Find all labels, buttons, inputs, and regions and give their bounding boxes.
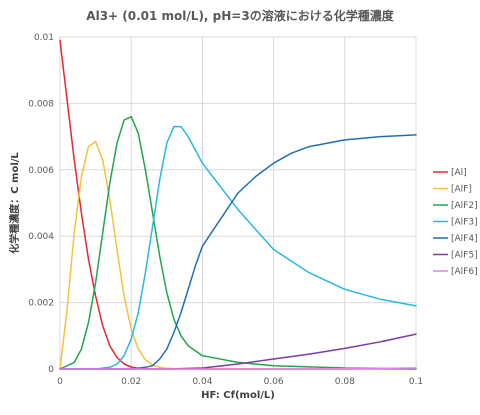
y-tick-label: 0.008: [28, 99, 54, 109]
y-tick-label: 0: [48, 365, 54, 375]
x-tick-label: 0: [57, 377, 63, 387]
y-tick-label: 0.006: [28, 166, 54, 176]
series-line-al: [59, 39, 417, 370]
legend-entry: [AlF4]: [451, 234, 478, 244]
chart-title: Al3+ (0.01 mol/L), pH=3の溶液における化学種濃度: [86, 8, 394, 23]
x-axis-label: HF: Cf(mol/L): [201, 390, 275, 401]
series-line-alf4: [59, 134, 417, 370]
series-line-alf: [59, 140, 417, 370]
series-lines: [59, 39, 417, 370]
x-tick-label: 0.1: [409, 377, 423, 387]
grid-lines: [59, 36, 417, 370]
y-tick-label: 0.004: [28, 232, 54, 242]
y-tick-label: 0.01: [34, 33, 54, 43]
x-tick-label: 0.02: [121, 377, 141, 387]
series-line-alf3: [59, 125, 417, 370]
legend-entry: [AlF6]: [451, 267, 478, 277]
x-tick-label: 0.06: [264, 377, 284, 387]
series-line-alf6: [59, 367, 417, 370]
x-tick-label: 0.04: [192, 377, 212, 387]
legend-entry: [AlF3]: [451, 218, 478, 228]
axes: 0 0.002 0.004 0.006 0.008 0.01 0 0.02 0.04 0.06 0.…: [28, 33, 423, 387]
y-axis-label: 化学種濃度：C mol/L: [8, 152, 21, 254]
legend-entry: [AlF]: [451, 185, 472, 195]
series-line-alf2: [59, 115, 417, 370]
legend-entry: [AlF5]: [451, 251, 478, 261]
x-tick-label: 0.08: [335, 377, 355, 387]
y-tick-label: 0.002: [28, 299, 54, 309]
legend-entry: [Al]: [451, 168, 467, 178]
legend: [Al] [AlF] [AlF2] [AlF3] [AlF4] [AlF5] [AlF6]: [433, 168, 478, 277]
legend-entry: [AlF2]: [451, 201, 478, 211]
